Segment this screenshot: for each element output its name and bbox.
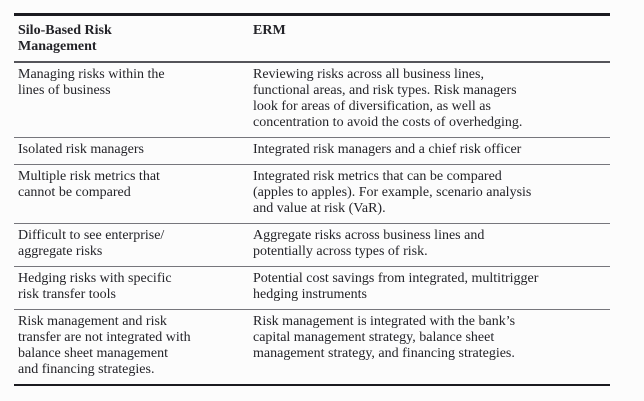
header-row: Silo-Based Risk Management ERM xyxy=(14,15,610,62)
erm-cell: Reviewing risks across all business line… xyxy=(253,67,523,130)
silo-cell: Isolated risk managers xyxy=(18,142,144,157)
table-row: Hedging risks with specific risk transfe… xyxy=(14,267,610,310)
erm-cell: Potential cost savings from integrated, … xyxy=(253,271,539,302)
silo-cell: Difficult to see enterprise/ aggregate r… xyxy=(18,228,165,259)
table-row: Risk management and risk transfer are no… xyxy=(14,310,610,386)
silo-cell: Managing risks within the lines of busin… xyxy=(18,67,165,98)
silo-cell: Hedging risks with specific risk transfe… xyxy=(18,271,172,302)
table-row: Difficult to see enterprise/ aggregate r… xyxy=(14,224,610,267)
table-row: Isolated risk managers Integrated risk m… xyxy=(14,138,610,165)
table-header: Silo-Based Risk Management ERM xyxy=(14,15,610,62)
table-row: Multiple risk metrics that cannot be com… xyxy=(14,165,610,224)
silo-cell: Multiple risk metrics that cannot be com… xyxy=(18,169,160,200)
column-header-silo-based-risk-management: Silo-Based Risk Management xyxy=(18,23,112,54)
erm-cell: Aggregate risks across business lines an… xyxy=(253,228,485,259)
silo-cell: Risk management and risk transfer are no… xyxy=(18,314,191,377)
table-body: Managing risks within the lines of busin… xyxy=(14,62,610,385)
risk-comparison-table: Silo-Based Risk Management ERM Managing … xyxy=(14,13,610,386)
table-row: Managing risks within the lines of busin… xyxy=(14,62,610,138)
column-header-erm: ERM xyxy=(253,23,286,38)
erm-cell: Integrated risk managers and a chief ris… xyxy=(253,142,522,157)
erm-cell: Risk management is integrated with the b… xyxy=(253,314,516,361)
erm-cell: Integrated risk metrics that can be comp… xyxy=(253,169,532,216)
